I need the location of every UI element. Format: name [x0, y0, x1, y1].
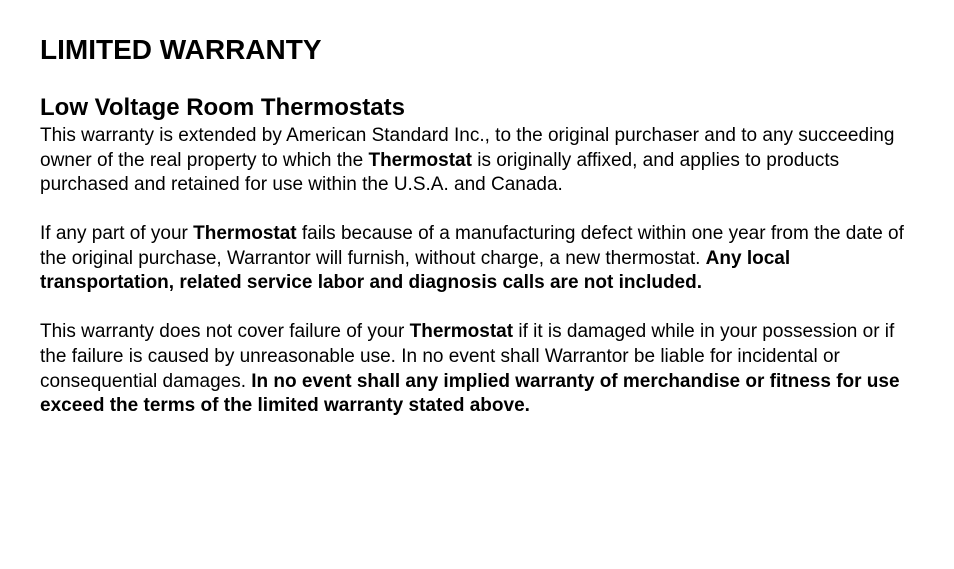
- section-subtitle: Low Voltage Room Thermostats: [40, 94, 914, 122]
- p3-segment-1: This warranty does not cover failure of …: [40, 321, 410, 342]
- p1-bold-1: Thermostat: [368, 150, 471, 171]
- paragraph-2: If any part of your Thermostat fails bec…: [40, 222, 914, 296]
- p3-bold-1: Thermostat: [410, 321, 513, 342]
- page-title: LIMITED WARRANTY: [40, 34, 914, 66]
- p2-segment-1: If any part of your: [40, 223, 193, 244]
- paragraph-3: This warranty does not cover failure of …: [40, 320, 914, 419]
- p2-bold-1: Thermostat: [193, 223, 296, 244]
- paragraph-1: This warranty is extended by American St…: [40, 124, 914, 198]
